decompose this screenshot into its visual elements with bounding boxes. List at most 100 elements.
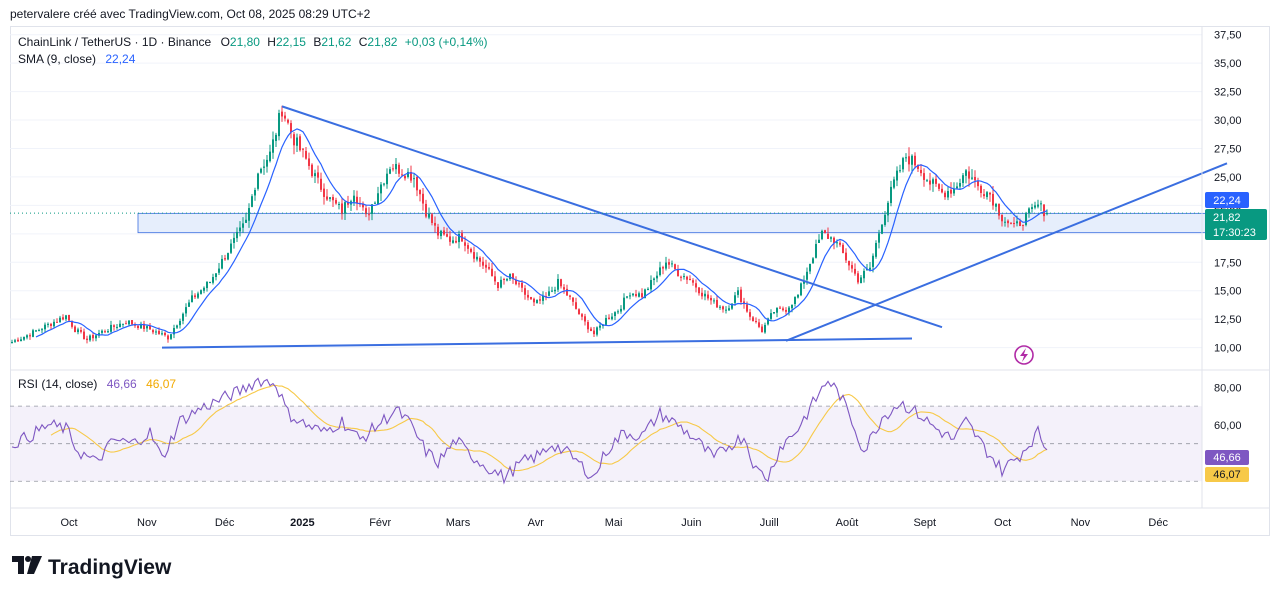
candle-body <box>221 258 223 269</box>
candle-body <box>452 240 454 243</box>
candle-body <box>908 156 910 165</box>
candle-body <box>50 323 52 326</box>
tradingview-wordmark: TradingView <box>48 556 172 579</box>
candle-body <box>950 189 952 194</box>
rsi-axis: 80,00 60,00 <box>10 382 1242 482</box>
candle-body <box>821 230 823 240</box>
candle-body <box>182 313 184 321</box>
open-label: O <box>220 35 230 49</box>
price-tick-label: 35,00 <box>1214 58 1242 70</box>
candle-body <box>401 174 403 176</box>
candle-body <box>827 233 829 239</box>
candle-body <box>341 203 343 215</box>
candle-body <box>815 244 817 258</box>
lightning-icon[interactable] <box>1014 345 1034 365</box>
candle-body <box>281 111 283 117</box>
candle-body <box>539 299 541 301</box>
rsi-badge: 46,66 <box>1205 450 1249 465</box>
candle-body <box>605 318 607 325</box>
candle-body <box>158 330 160 334</box>
candle-body <box>485 264 487 268</box>
time-axis: Oct Nov Déc 2025 Févr Mars Avr Mai Juin Juill Août… <box>60 517 1168 529</box>
candle-body <box>470 248 472 252</box>
candle-body <box>434 222 436 226</box>
sma-legend[interactable]: SMA (9, close) 22,24 <box>18 52 135 66</box>
low-value: 21,62 <box>321 35 352 49</box>
candle-body <box>119 323 121 328</box>
candle-body <box>737 290 739 295</box>
rsi-badge-text: 46,66 <box>1213 452 1241 464</box>
rsi-value: 46,66 <box>106 377 137 391</box>
candle-body <box>962 175 964 183</box>
candle-body <box>632 293 634 296</box>
candle-body <box>932 179 934 184</box>
candle-body <box>278 113 280 137</box>
time-tick-label: Sept <box>913 517 936 529</box>
candle-body <box>92 335 94 339</box>
candle-body <box>917 165 919 169</box>
candle-body <box>599 325 601 328</box>
candle-body <box>863 270 865 279</box>
price-tick-label: 10,00 <box>1214 343 1242 355</box>
price-tick-label: 27,50 <box>1214 143 1242 155</box>
candle-body <box>179 320 181 326</box>
candle-body <box>314 173 316 177</box>
tradingview-logo-icon <box>12 556 42 580</box>
candle-body <box>926 180 928 182</box>
candle-body <box>851 265 853 269</box>
candle-body <box>200 290 202 294</box>
candle-body <box>446 234 448 237</box>
candle-body <box>410 171 412 181</box>
rsi-legend[interactable]: RSI (14, close) 46,66 46,07 <box>18 377 176 391</box>
candle-body <box>518 283 520 285</box>
candle-body <box>44 324 46 330</box>
candle-body <box>872 255 874 267</box>
time-tick-label: Oct <box>994 517 1011 529</box>
candle-body <box>455 240 457 243</box>
candle-body <box>791 304 793 309</box>
candle-body <box>548 291 550 296</box>
candle-body <box>551 290 553 292</box>
candle-body <box>644 289 646 298</box>
candle-body <box>818 239 820 243</box>
candle-body <box>425 203 427 217</box>
candle-body <box>956 186 958 189</box>
candle-body <box>698 287 700 294</box>
candle-body <box>74 326 76 333</box>
symbol-label[interactable]: ChainLink / TetherUS · 1D · Binance <box>18 35 212 49</box>
candle-body <box>920 169 922 174</box>
candle-body <box>611 316 613 320</box>
candle-body <box>671 263 673 265</box>
candle-body <box>17 339 19 342</box>
tradingview-logo[interactable]: TradingView <box>12 556 171 580</box>
candle-body <box>26 335 28 338</box>
candle-body <box>554 289 556 292</box>
candle-body <box>1019 221 1021 227</box>
rsi-ma-badge-text: 46,07 <box>1213 469 1241 481</box>
candle-body <box>977 180 979 187</box>
candle-body <box>419 189 421 195</box>
candle-body <box>305 150 307 159</box>
candle-body <box>29 335 31 337</box>
candle-body <box>290 123 292 133</box>
candle-body <box>323 188 325 197</box>
candle-body <box>479 257 481 262</box>
chart-frame[interactable] <box>10 26 1270 536</box>
candle-body <box>608 317 610 320</box>
candle-body <box>77 329 79 333</box>
candle-body <box>275 134 277 141</box>
candle-body <box>593 330 595 335</box>
candle-body <box>110 324 112 332</box>
candle-body <box>713 300 715 302</box>
candle-body <box>749 312 751 317</box>
candle-body <box>404 175 406 179</box>
candle-body <box>788 307 790 313</box>
candles <box>11 105 1048 344</box>
price-tick-label: 15,00 <box>1214 286 1242 298</box>
candle-body <box>365 208 367 215</box>
candle-body <box>194 295 196 298</box>
candle-body <box>1007 220 1009 224</box>
candle-body <box>512 273 514 280</box>
rsi-tick-label: 60,00 <box>1214 420 1242 432</box>
